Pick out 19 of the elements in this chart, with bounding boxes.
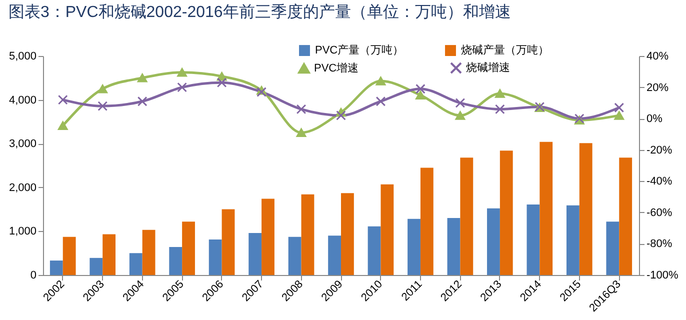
y-tick-label: 5,000 bbox=[8, 50, 36, 62]
y2-tick-label: -20% bbox=[646, 144, 672, 156]
legend-label: 烧碱产量（万吨） bbox=[461, 44, 549, 57]
y2-tick-label: -80% bbox=[646, 238, 672, 250]
y-tick-label: 0 bbox=[30, 270, 36, 282]
y-tick-label: 2,000 bbox=[8, 182, 36, 194]
legend-label: PVC产量（万吨） bbox=[315, 44, 404, 57]
legend-label: 烧碱增速 bbox=[466, 61, 510, 74]
y-tick-label: 1,000 bbox=[8, 226, 36, 238]
legend-label: PVC增速 bbox=[314, 61, 359, 74]
y2-tick-label: 40% bbox=[646, 50, 669, 62]
y-tick-label: 3,000 bbox=[8, 138, 36, 150]
y2-tick-label: 0% bbox=[646, 113, 663, 126]
y2-tick-label: -40% bbox=[646, 176, 672, 188]
y-tick-label: 4,000 bbox=[8, 94, 36, 106]
y2-tick-label: -60% bbox=[646, 206, 672, 219]
y2-tick-label: 20% bbox=[646, 82, 669, 94]
chart-title: 图表3：PVC和烧碱2002-2016年前三季度的产量（单位：万吨）和增速 bbox=[8, 3, 511, 21]
y2-tick-label: -100% bbox=[646, 270, 679, 282]
